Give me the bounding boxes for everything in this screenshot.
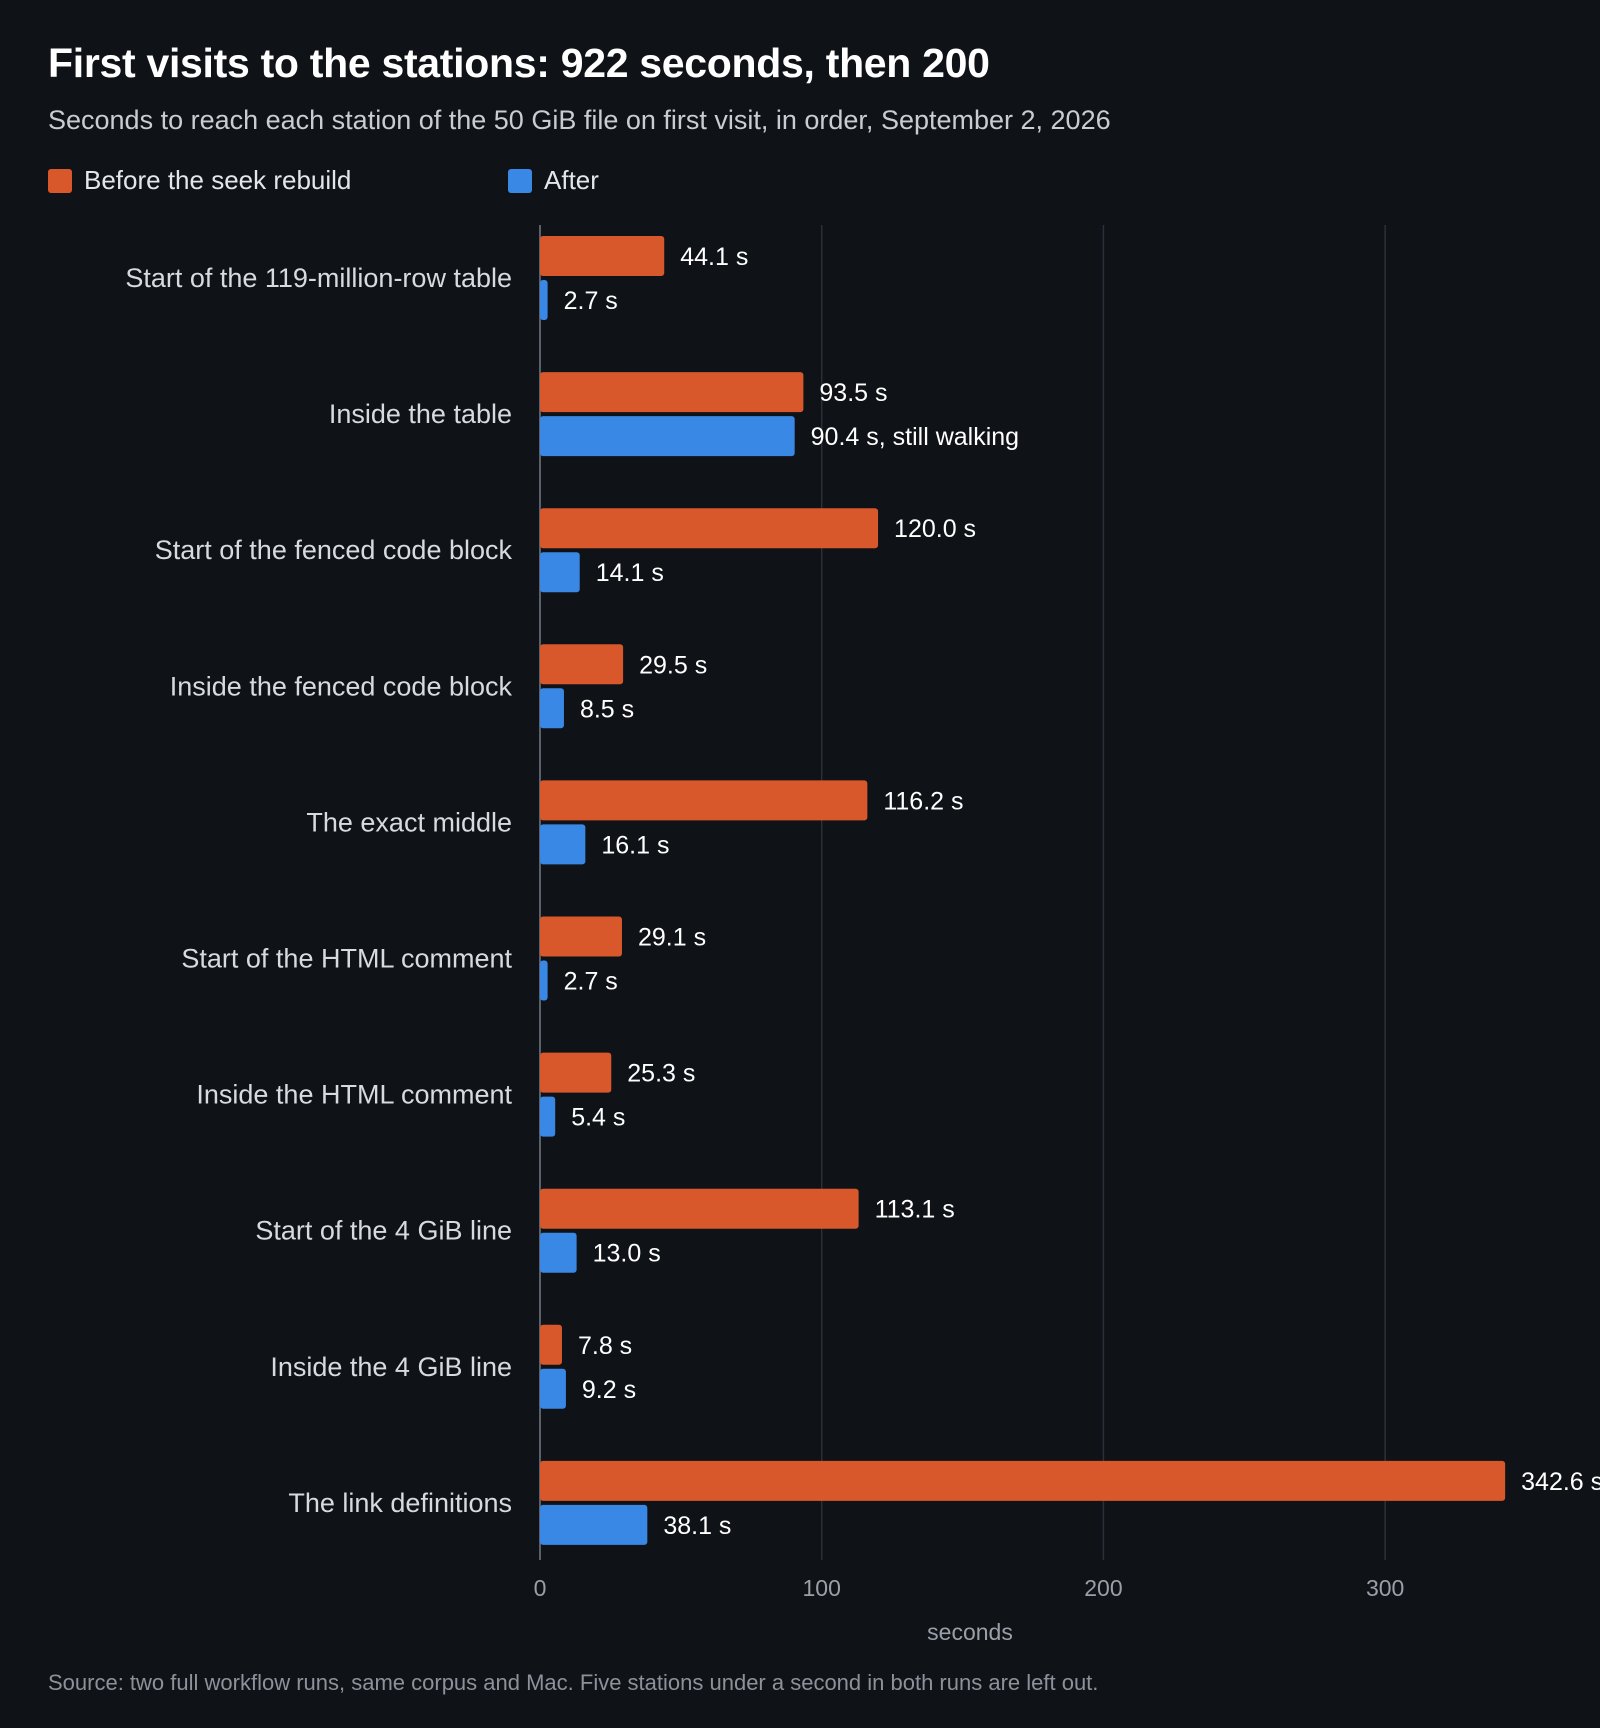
- data-label-before: 116.2 s: [883, 787, 963, 815]
- bar-before: [540, 644, 624, 685]
- bar-after: [540, 280, 548, 320]
- data-label-after: 38.1 s: [663, 1512, 731, 1540]
- data-label-before: 25.3 s: [627, 1060, 695, 1088]
- chart-title: First visits to the stations: 922 second…: [48, 40, 990, 86]
- data-label-after: 2.7 s: [564, 287, 618, 315]
- x-tick-label: 100: [803, 1575, 841, 1601]
- category-label: Start of the HTML comment: [181, 944, 512, 974]
- data-label-before: 29.5 s: [639, 651, 707, 679]
- category-label: The exact middle: [306, 807, 512, 837]
- legend-item-after: After: [508, 165, 599, 196]
- x-axis-label: seconds: [927, 1619, 1013, 1645]
- bar-after: [540, 1504, 648, 1545]
- category-label: Inside the fenced code block: [170, 671, 513, 701]
- data-label-before: 7.8 s: [578, 1332, 632, 1360]
- data-label-after: 90.4 s, still walking: [811, 423, 1019, 451]
- data-label-after: 9.2 s: [582, 1376, 636, 1404]
- bar-before: [540, 916, 622, 957]
- legend-label-before: Before the seek rebuild: [84, 165, 352, 195]
- data-label-after: 16.1 s: [601, 831, 669, 859]
- bar-before: [540, 372, 804, 413]
- legend-swatch-after: [508, 168, 532, 193]
- legend-label-after: After: [544, 165, 599, 195]
- legend-item-before: Before the seek rebuild: [48, 165, 351, 196]
- bar-after: [540, 416, 795, 457]
- bar-after: [540, 824, 586, 865]
- data-label-after: 2.7 s: [564, 968, 618, 996]
- legend: Before the seek rebuild After: [48, 165, 748, 199]
- bar-after: [540, 1096, 556, 1137]
- bar-after: [540, 552, 580, 593]
- data-label-before: 44.1 s: [680, 243, 748, 271]
- category-label: Start of the fenced code block: [155, 535, 513, 565]
- data-label-before: 29.1 s: [638, 924, 706, 952]
- bar-before: [540, 1188, 859, 1229]
- bar-before: [540, 1324, 562, 1365]
- bar-after: [540, 688, 564, 729]
- x-tick-label: 200: [1084, 1575, 1122, 1601]
- data-label-after: 5.4 s: [571, 1104, 625, 1132]
- category-label: The link definitions: [288, 1488, 512, 1518]
- data-label-after: 8.5 s: [580, 695, 634, 723]
- data-label-before: 113.1 s: [875, 1196, 955, 1224]
- bar-before: [540, 780, 868, 821]
- category-label: Start of the 119-million-row table: [125, 263, 512, 293]
- bar-before: [540, 508, 879, 549]
- bar-chart: 0 100 200 300 seconds Start of the 119-millio…: [125, 225, 1600, 1645]
- data-label-after: 13.0 s: [593, 1240, 661, 1268]
- bar-before: [540, 1052, 612, 1093]
- data-label-before: 93.5 s: [819, 379, 887, 407]
- category-label: Inside the 4 GiB line: [270, 1352, 512, 1382]
- data-label-before: 120.0 s: [894, 515, 976, 543]
- x-tick-label: 0: [534, 1575, 547, 1601]
- category-label: Inside the HTML comment: [196, 1080, 512, 1110]
- legend-swatch-before: [48, 168, 72, 193]
- bar-before: [540, 236, 665, 276]
- bar-after: [540, 1368, 566, 1409]
- data-label-after: 14.1 s: [596, 559, 664, 587]
- x-tick-label: 300: [1366, 1575, 1404, 1601]
- bar-after: [540, 960, 548, 1001]
- category-label: Inside the table: [329, 399, 512, 429]
- bar-before: [540, 1460, 1506, 1501]
- source-note: Source: two full workflow runs, same cor…: [48, 1670, 1099, 1695]
- bar-after: [540, 1232, 577, 1273]
- data-label-before: 342.6 s: [1521, 1468, 1600, 1496]
- chart-subtitle: Seconds to reach each station of the 50 …: [48, 105, 1111, 135]
- category-label: Start of the 4 GiB line: [255, 1216, 512, 1246]
